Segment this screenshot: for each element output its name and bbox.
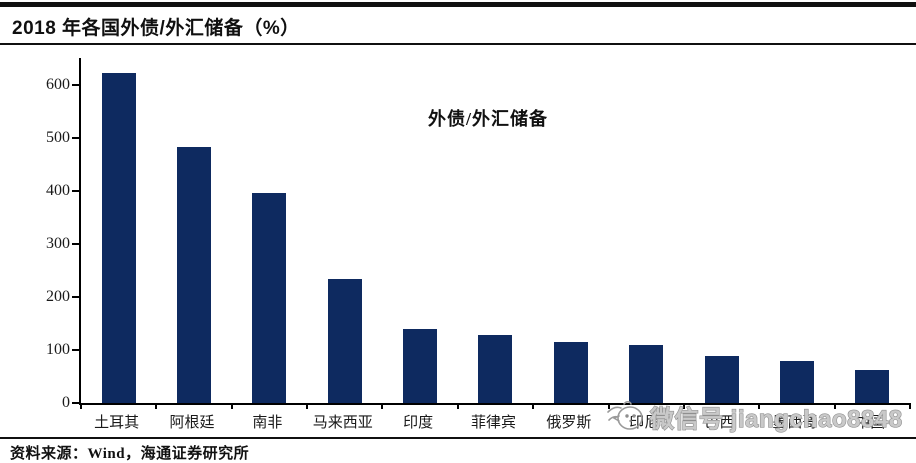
bar-阿根廷 (177, 146, 212, 403)
x-axis-label: 南非 (252, 415, 283, 431)
bar-南非 (252, 192, 287, 403)
bar-column (81, 58, 156, 403)
bar-column (835, 58, 910, 403)
doodle-mascot-icon (607, 400, 643, 430)
watermark: 微信号 jiangchao8848 (606, 398, 903, 434)
x-tick-mark (456, 403, 459, 409)
y-tick-label: 500 (46, 128, 70, 146)
x-tick-mark (532, 403, 535, 409)
watermark-text: 微信号 jiangchao8848 (649, 405, 903, 433)
x-tick-mark (155, 403, 158, 409)
plot-area (72, 58, 911, 409)
x-axis-label: 阿根廷 (169, 415, 215, 431)
y-tick-mark (72, 348, 79, 351)
x-tick-mark (833, 403, 836, 409)
bar-column (609, 58, 684, 403)
y-tick-mark (72, 136, 79, 139)
x-axis-label: 俄罗斯 (546, 415, 592, 431)
bottom-border-rule (0, 437, 916, 439)
bar-column (759, 58, 834, 403)
x-axis-label: 菲律宾 (470, 415, 516, 431)
y-tick-mark (72, 295, 79, 298)
bar-巴西 (704, 356, 739, 403)
bar-column (382, 58, 457, 403)
x-tick-mark (909, 403, 911, 409)
bar-墨西哥 (779, 360, 814, 403)
bar-马来西亚 (327, 278, 362, 403)
series-label: 外债/外汇储备 (428, 109, 549, 129)
title-underline-rule (0, 43, 916, 45)
bar-中国 (855, 369, 890, 403)
y-axis-labels: 0 100 200 300 400 500 600 (0, 58, 70, 411)
y-tick-label: 300 (46, 234, 70, 252)
y-tick-label: 400 (46, 181, 70, 199)
x-axis-label: 巴西 (704, 415, 735, 431)
y-tick-mark (72, 242, 79, 245)
x-tick-mark (80, 403, 82, 409)
bar-column (307, 58, 382, 403)
y-tick-mark (72, 83, 79, 86)
x-tick-mark (758, 403, 761, 409)
x-axis-labels: 土耳其 阿根廷 南非 马来西亚 印度 菲律宾 俄罗斯 印尼 巴西 墨西哥 中国 (79, 411, 908, 432)
bar-column (232, 58, 307, 403)
x-axis-label: 马来西亚 (312, 415, 373, 431)
bar-菲律宾 (478, 334, 513, 403)
bar-column (684, 58, 759, 403)
y-tick-label: 600 (46, 75, 70, 93)
top-border-rule (0, 2, 916, 7)
y-tick-label: 200 (46, 287, 70, 305)
bars-layer (81, 58, 910, 403)
y-tick-mark (72, 189, 79, 192)
chart-title: 2018 年各国外债/外汇储备（%） (12, 18, 300, 39)
bar-俄罗斯 (553, 341, 588, 403)
x-axis-label: 墨西哥 (772, 415, 818, 431)
x-tick-mark (381, 403, 384, 409)
source-line: 资料来源：Wind，海通证券研究所 (10, 446, 250, 462)
bar-column (156, 58, 231, 403)
x-tick-mark (306, 403, 309, 409)
x-tick-mark (230, 403, 233, 409)
y-tick-label: 100 (46, 340, 70, 358)
bar-column (533, 58, 608, 403)
x-axis-label: 中国 (855, 415, 886, 431)
y-tick-mark (72, 402, 79, 404)
x-tick-mark (682, 403, 685, 409)
bar-土耳其 (101, 72, 136, 403)
y-tick-label: 0 (62, 394, 70, 411)
bar-印度 (403, 328, 438, 403)
bar-column (458, 58, 533, 403)
x-tick-mark (607, 403, 610, 409)
bar-印尼 (629, 344, 664, 403)
x-axis-label: 土耳其 (94, 415, 140, 431)
x-axis-label: 印度 (403, 415, 434, 431)
